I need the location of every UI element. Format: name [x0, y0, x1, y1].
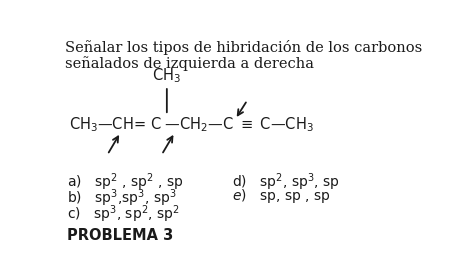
Text: d)   sp$^2$, sp$^3$, sp: d) sp$^2$, sp$^3$, sp [231, 171, 339, 193]
Text: CH$_3$—CH= C —CH$_2$—C $\equiv$ C—CH$_3$: CH$_3$—CH= C —CH$_2$—C $\equiv$ C—CH$_3$ [69, 116, 313, 134]
Text: a)   sp$^2$ , sp$^2$ , sp: a) sp$^2$ , sp$^2$ , sp [67, 171, 183, 193]
Text: señalados de izquierda a derecha: señalados de izquierda a derecha [65, 56, 313, 71]
Text: CH$_3$: CH$_3$ [152, 66, 181, 85]
Text: c)   sp$^3$, sp$^2$, sp$^2$: c) sp$^3$, sp$^2$, sp$^2$ [67, 203, 179, 225]
Text: PROBLEMA 3: PROBLEMA 3 [67, 228, 173, 243]
Text: Señalar los tipos de hibridación de los carbonos: Señalar los tipos de hibridación de los … [65, 40, 422, 55]
Text: $e$)   sp, sp , sp: $e$) sp, sp , sp [231, 187, 330, 205]
Text: b)   sp$^3$,sp$^3$, sp$^3$: b) sp$^3$,sp$^3$, sp$^3$ [67, 187, 176, 209]
